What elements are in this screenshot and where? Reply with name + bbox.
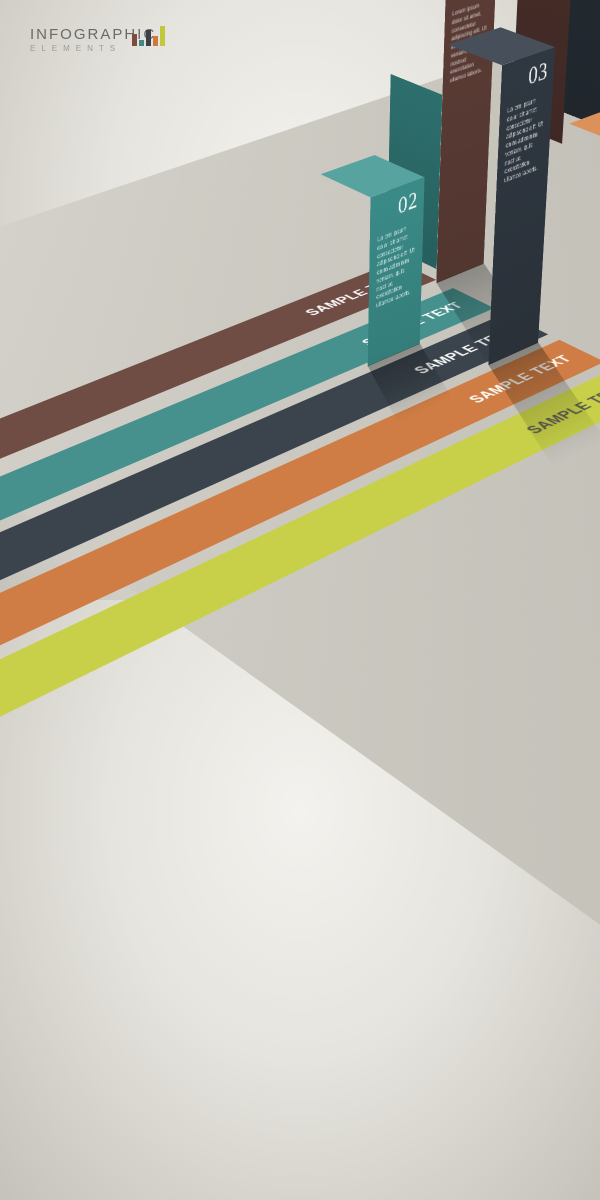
bar-body-text: Lorem ipsum dolor sit amet, consectetur … <box>376 222 416 311</box>
bar-number-label: 03 <box>528 57 549 91</box>
bar-number-label: 02 <box>398 187 419 220</box>
bar-front-face: 02Lorem ipsum dolor sit amet, consectetu… <box>368 177 425 366</box>
mini-bar-chart-icon <box>132 24 165 46</box>
bar-body-text: Lorem ipsum dolor sit amet, consectetur … <box>504 94 545 186</box>
